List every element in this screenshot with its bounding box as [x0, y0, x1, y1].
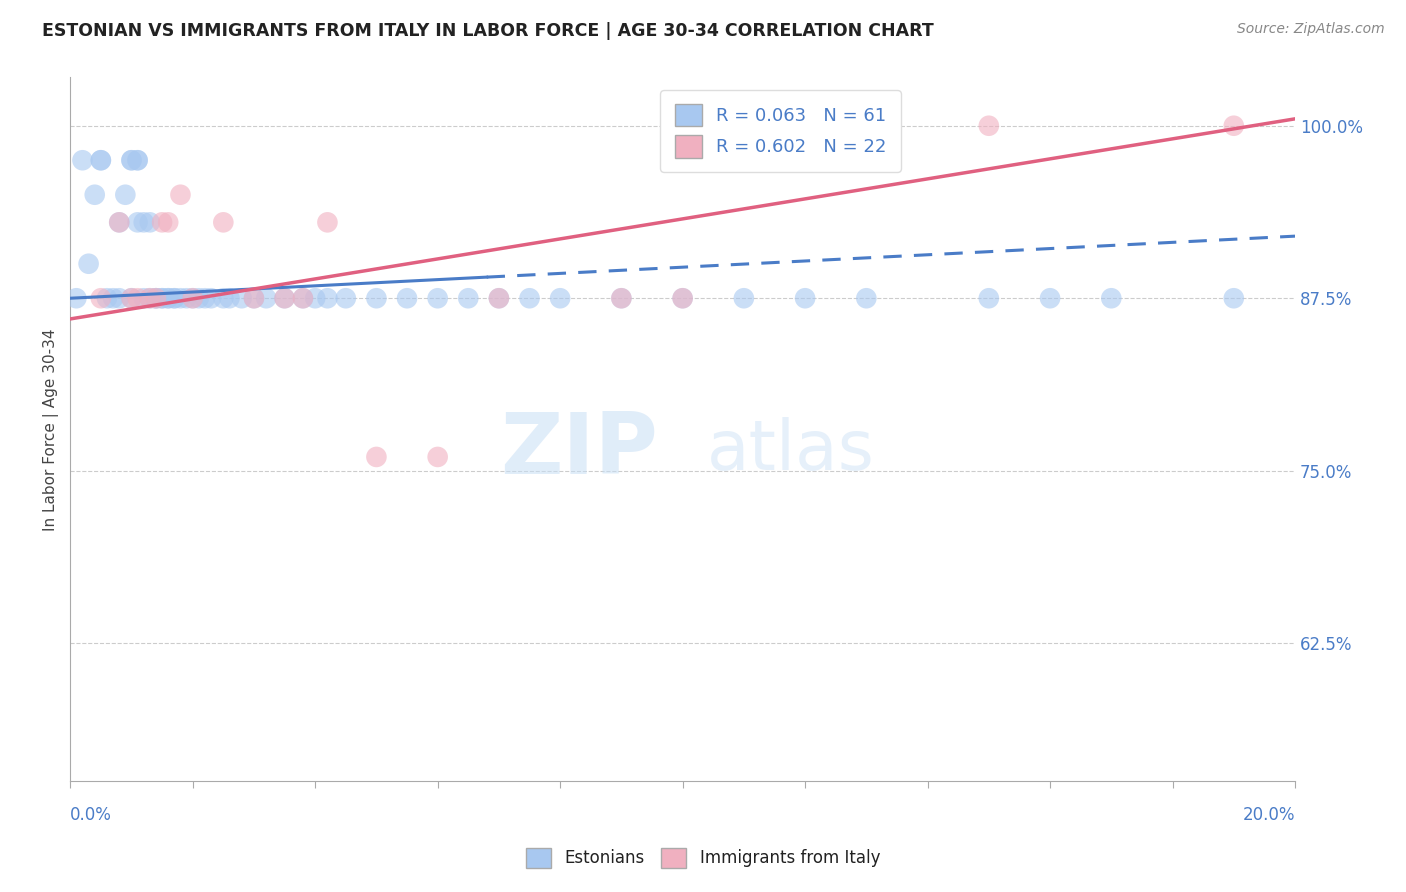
Point — [426, 291, 449, 305]
Point — [121, 291, 143, 305]
Point — [672, 291, 695, 305]
Point — [1099, 291, 1122, 305]
Point — [488, 291, 510, 305]
Point — [273, 291, 295, 305]
Point — [181, 291, 204, 305]
Text: 0.0%: 0.0% — [70, 806, 112, 824]
Text: atlas: atlas — [707, 417, 875, 484]
Point — [243, 291, 266, 305]
Point — [218, 291, 240, 305]
Point — [273, 291, 295, 305]
Point — [212, 215, 235, 229]
Point — [90, 153, 112, 168]
Point — [548, 291, 571, 305]
Point — [187, 291, 209, 305]
Point — [72, 153, 94, 168]
Point — [163, 291, 186, 305]
Point — [90, 153, 112, 168]
Point — [366, 291, 388, 305]
Point — [977, 119, 1000, 133]
Point — [139, 215, 162, 229]
Point — [157, 291, 180, 305]
Point — [150, 291, 173, 305]
Point — [212, 291, 235, 305]
Point — [121, 153, 143, 168]
Point — [169, 187, 191, 202]
Point — [96, 291, 118, 305]
Point — [145, 291, 167, 305]
Point — [426, 450, 449, 464]
Point — [127, 291, 149, 305]
Point — [127, 153, 149, 168]
Point — [396, 291, 419, 305]
Point — [316, 291, 339, 305]
Point — [65, 291, 87, 305]
Point — [243, 291, 266, 305]
Point — [139, 291, 162, 305]
Y-axis label: In Labor Force | Age 30-34: In Labor Force | Age 30-34 — [44, 328, 59, 531]
Point — [672, 291, 695, 305]
Point — [519, 291, 541, 305]
Point — [794, 291, 817, 305]
Point — [121, 291, 143, 305]
Point — [291, 291, 314, 305]
Point — [181, 291, 204, 305]
Point — [733, 291, 755, 305]
Point — [316, 215, 339, 229]
Text: 20.0%: 20.0% — [1243, 806, 1295, 824]
Point — [291, 291, 314, 305]
Point — [145, 291, 167, 305]
Legend: Estonians, Immigrants from Italy: Estonians, Immigrants from Italy — [519, 841, 887, 875]
Point — [254, 291, 277, 305]
Point — [108, 215, 131, 229]
Point — [127, 153, 149, 168]
Point — [150, 215, 173, 229]
Point — [83, 187, 105, 202]
Point — [610, 291, 633, 305]
Point — [127, 215, 149, 229]
Point — [157, 291, 180, 305]
Point — [114, 187, 136, 202]
Point — [200, 291, 222, 305]
Point — [977, 291, 1000, 305]
Point — [150, 291, 173, 305]
Point — [488, 291, 510, 305]
Point — [1039, 291, 1062, 305]
Point — [335, 291, 357, 305]
Point — [139, 291, 162, 305]
Point — [855, 291, 877, 305]
Point — [457, 291, 479, 305]
Point — [169, 291, 191, 305]
Text: ESTONIAN VS IMMIGRANTS FROM ITALY IN LABOR FORCE | AGE 30-34 CORRELATION CHART: ESTONIAN VS IMMIGRANTS FROM ITALY IN LAB… — [42, 22, 934, 40]
Legend: R = 0.063   N = 61, R = 0.602   N = 22: R = 0.063 N = 61, R = 0.602 N = 22 — [661, 90, 901, 172]
Point — [108, 291, 131, 305]
Point — [366, 450, 388, 464]
Point — [176, 291, 198, 305]
Point — [1223, 291, 1246, 305]
Point — [101, 291, 124, 305]
Point — [610, 291, 633, 305]
Point — [108, 215, 131, 229]
Text: Source: ZipAtlas.com: Source: ZipAtlas.com — [1237, 22, 1385, 37]
Point — [194, 291, 217, 305]
Point — [121, 153, 143, 168]
Point — [163, 291, 186, 305]
Point — [90, 291, 112, 305]
Point — [132, 215, 155, 229]
Point — [132, 291, 155, 305]
Point — [77, 257, 100, 271]
Point — [304, 291, 326, 305]
Point — [157, 215, 180, 229]
Point — [145, 291, 167, 305]
Text: ZIP: ZIP — [501, 409, 658, 492]
Point — [1223, 119, 1246, 133]
Point — [231, 291, 253, 305]
